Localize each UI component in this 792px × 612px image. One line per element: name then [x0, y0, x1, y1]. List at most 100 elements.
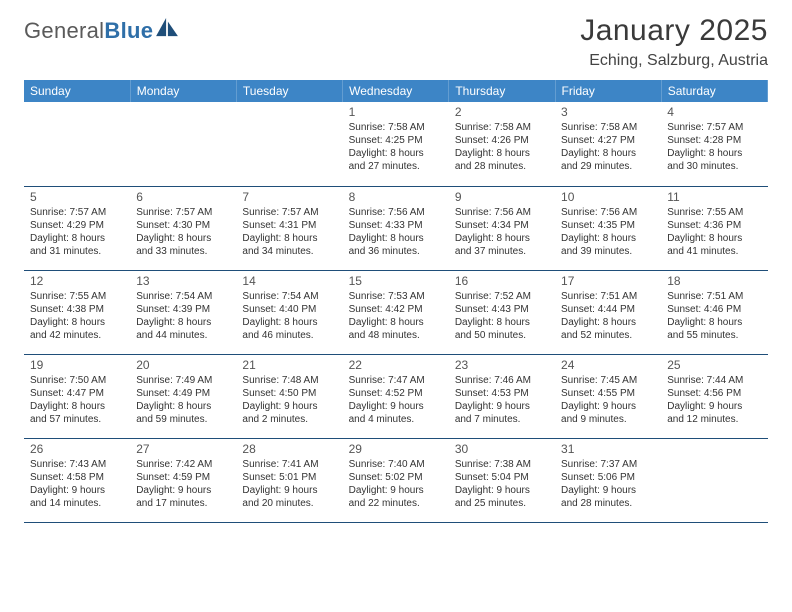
day-info: Sunrise: 7:55 AMSunset: 4:36 PMDaylight:… [667, 206, 761, 258]
day-info: Sunrise: 7:43 AMSunset: 4:58 PMDaylight:… [30, 458, 124, 510]
day-info: Sunrise: 7:54 AMSunset: 4:39 PMDaylight:… [136, 290, 230, 342]
day-number: 10 [561, 190, 655, 204]
day-info: Sunrise: 7:54 AMSunset: 4:40 PMDaylight:… [242, 290, 336, 342]
day-cell: 8 Sunrise: 7:56 AMSunset: 4:33 PMDaylight… [343, 186, 449, 270]
day-info: Sunrise: 7:40 AMSunset: 5:02 PMDaylight:… [349, 458, 443, 510]
calendar-row: 19 Sunrise: 7:50 AMSunset: 4:47 PMDayligh… [24, 354, 768, 438]
day-number: 1 [349, 105, 443, 119]
day-number: 26 [30, 442, 124, 456]
weekday-header: Sunday [24, 80, 130, 102]
day-number: 21 [242, 358, 336, 372]
day-cell: 1 Sunrise: 7:58 AMSunset: 4:25 PMDaylight… [343, 102, 449, 186]
weekday-header: Thursday [449, 80, 555, 102]
day-info: Sunrise: 7:58 AMSunset: 4:26 PMDaylight:… [455, 121, 549, 173]
day-info: Sunrise: 7:57 AMSunset: 4:28 PMDaylight:… [667, 121, 761, 173]
day-info: Sunrise: 7:52 AMSunset: 4:43 PMDaylight:… [455, 290, 549, 342]
calendar-table: SundayMondayTuesdayWednesdayThursdayFrid… [24, 80, 768, 523]
day-cell: 18 Sunrise: 7:51 AMSunset: 4:46 PMDayligh… [661, 270, 767, 354]
brand-name: GeneralBlue [24, 18, 153, 44]
day-number: 19 [30, 358, 124, 372]
day-info: Sunrise: 7:55 AMSunset: 4:38 PMDaylight:… [30, 290, 124, 342]
day-cell: 12 Sunrise: 7:55 AMSunset: 4:38 PMDayligh… [24, 270, 130, 354]
day-number: 12 [30, 274, 124, 288]
day-info: Sunrise: 7:56 AMSunset: 4:35 PMDaylight:… [561, 206, 655, 258]
day-cell: 27Sunrise: 7:42 AMSunset: 4:59 PMDayligh… [130, 438, 236, 522]
empty-cell [24, 102, 130, 186]
day-number: 23 [455, 358, 549, 372]
day-number: 14 [242, 274, 336, 288]
day-cell: 23 Sunrise: 7:46 AMSunset: 4:53 PMDayligh… [449, 354, 555, 438]
day-info: Sunrise: 7:58 AMSunset: 4:25 PMDaylight:… [349, 121, 443, 173]
day-info: Sunrise: 7:38 AMSunset: 5:04 PMDaylight:… [455, 458, 549, 510]
day-cell: 28 Sunrise: 7:41 AMSunset: 5:01 PMDayligh… [236, 438, 342, 522]
weekday-header: Tuesday [236, 80, 342, 102]
day-cell: 26 Sunrise: 7:43 AMSunset: 4:58 PMDayligh… [24, 438, 130, 522]
day-number: 25 [667, 358, 761, 372]
day-number: 8 [349, 190, 443, 204]
day-number: 20 [136, 358, 230, 372]
day-info: Sunrise: 7:56 AMSunset: 4:33 PMDaylight:… [349, 206, 443, 258]
day-cell: 7Sunrise: 7:57 AMSunset: 4:31 PMDaylight… [236, 186, 342, 270]
day-number: 30 [455, 442, 549, 456]
day-cell: 3Sunrise: 7:58 AMSunset: 4:27 PMDaylight… [555, 102, 661, 186]
day-cell: 16 Sunrise: 7:52 AMSunset: 4:43 PMDayligh… [449, 270, 555, 354]
day-cell: 30 Sunrise: 7:38 AMSunset: 5:04 PMDayligh… [449, 438, 555, 522]
day-cell: 4 Sunrise: 7:57 AMSunset: 4:28 PMDaylight… [661, 102, 767, 186]
day-info: Sunrise: 7:57 AMSunset: 4:31 PMDaylight:… [242, 206, 336, 258]
day-cell: 25Sunrise: 7:44 AMSunset: 4:56 PMDayligh… [661, 354, 767, 438]
calendar-header-row: SundayMondayTuesdayWednesdayThursdayFrid… [24, 80, 768, 102]
day-info: Sunrise: 7:46 AMSunset: 4:53 PMDaylight:… [455, 374, 549, 426]
calendar-row: 5Sunrise: 7:57 AMSunset: 4:29 PMDaylight… [24, 186, 768, 270]
day-info: Sunrise: 7:49 AMSunset: 4:49 PMDaylight:… [136, 374, 230, 426]
day-info: Sunrise: 7:45 AMSunset: 4:55 PMDaylight:… [561, 374, 655, 426]
day-number: 9 [455, 190, 549, 204]
day-cell: 5Sunrise: 7:57 AMSunset: 4:29 PMDaylight… [24, 186, 130, 270]
header: GeneralBlue January 2025 Eching, Salzbur… [24, 14, 768, 70]
day-cell: 13Sunrise: 7:54 AMSunset: 4:39 PMDayligh… [130, 270, 236, 354]
weekday-header: Wednesday [343, 80, 449, 102]
calendar-row: 12 Sunrise: 7:55 AMSunset: 4:38 PMDayligh… [24, 270, 768, 354]
month-title: January 2025 [580, 14, 768, 48]
day-cell: 10 Sunrise: 7:56 AMSunset: 4:35 PMDayligh… [555, 186, 661, 270]
day-number: 18 [667, 274, 761, 288]
day-number: 22 [349, 358, 443, 372]
day-number: 15 [349, 274, 443, 288]
day-info: Sunrise: 7:57 AMSunset: 4:30 PMDaylight:… [136, 206, 230, 258]
calendar-row: 26 Sunrise: 7:43 AMSunset: 4:58 PMDayligh… [24, 438, 768, 522]
day-number: 11 [667, 190, 761, 204]
sail-icon [156, 18, 178, 38]
day-cell: 22 Sunrise: 7:47 AMSunset: 4:52 PMDayligh… [343, 354, 449, 438]
location-subtitle: Eching, Salzburg, Austria [580, 52, 768, 70]
day-info: Sunrise: 7:56 AMSunset: 4:34 PMDaylight:… [455, 206, 549, 258]
day-number: 6 [136, 190, 230, 204]
day-info: Sunrise: 7:47 AMSunset: 4:52 PMDaylight:… [349, 374, 443, 426]
day-info: Sunrise: 7:51 AMSunset: 4:46 PMDaylight:… [667, 290, 761, 342]
calendar-row: 1 Sunrise: 7:58 AMSunset: 4:25 PMDaylight… [24, 102, 768, 186]
day-cell: 9 Sunrise: 7:56 AMSunset: 4:34 PMDaylight… [449, 186, 555, 270]
brand-word-b: Blue [104, 18, 153, 43]
day-number: 28 [242, 442, 336, 456]
brand-word-a: General [24, 18, 104, 43]
day-info: Sunrise: 7:58 AMSunset: 4:27 PMDaylight:… [561, 121, 655, 173]
day-info: Sunrise: 7:50 AMSunset: 4:47 PMDaylight:… [30, 374, 124, 426]
day-cell: 24Sunrise: 7:45 AMSunset: 4:55 PMDayligh… [555, 354, 661, 438]
day-info: Sunrise: 7:37 AMSunset: 5:06 PMDaylight:… [561, 458, 655, 510]
day-cell: 31 Sunrise: 7:37 AMSunset: 5:06 PMDayligh… [555, 438, 661, 522]
day-info: Sunrise: 7:57 AMSunset: 4:29 PMDaylight:… [30, 206, 124, 258]
day-cell: 6 Sunrise: 7:57 AMSunset: 4:30 PMDaylight… [130, 186, 236, 270]
calendar-body: 1 Sunrise: 7:58 AMSunset: 4:25 PMDaylight… [24, 102, 768, 522]
day-info: Sunrise: 7:42 AMSunset: 4:59 PMDaylight:… [136, 458, 230, 510]
weekday-header: Monday [130, 80, 236, 102]
day-cell: 11 Sunrise: 7:55 AMSunset: 4:36 PMDayligh… [661, 186, 767, 270]
day-cell: 29Sunrise: 7:40 AMSunset: 5:02 PMDayligh… [343, 438, 449, 522]
weekday-header: Friday [555, 80, 661, 102]
day-cell: 20 Sunrise: 7:49 AMSunset: 4:49 PMDayligh… [130, 354, 236, 438]
title-block: January 2025 Eching, Salzburg, Austria [580, 14, 768, 70]
day-cell: 21Sunrise: 7:48 AMSunset: 4:50 PMDayligh… [236, 354, 342, 438]
empty-cell [661, 438, 767, 522]
day-number: 31 [561, 442, 655, 456]
day-number: 16 [455, 274, 549, 288]
day-number: 4 [667, 105, 761, 119]
brand-logo: GeneralBlue [24, 14, 178, 44]
day-info: Sunrise: 7:41 AMSunset: 5:01 PMDaylight:… [242, 458, 336, 510]
